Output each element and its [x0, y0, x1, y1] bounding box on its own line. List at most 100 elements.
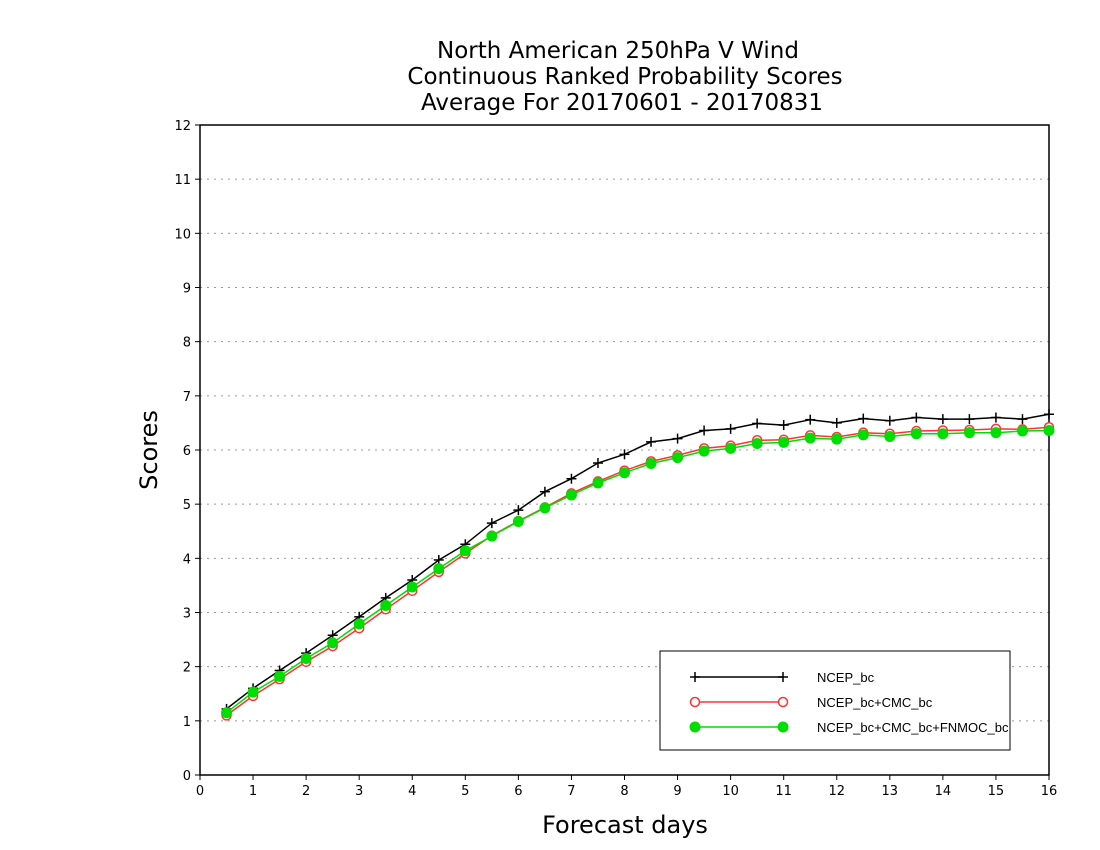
- series-2-point-26: [910, 428, 922, 440]
- x-tick-label-15: 15: [988, 784, 1005, 799]
- series-0-point-11: [513, 505, 524, 516]
- x-tick-label-10: 10: [722, 784, 739, 799]
- series-0-point-19: [725, 423, 736, 434]
- series-0-point-13: [566, 473, 577, 484]
- legend-marker-right-0: [778, 672, 788, 682]
- x-tick-label-2: 2: [302, 784, 310, 799]
- x-tick-label-6: 6: [514, 784, 522, 799]
- series-2-point-12: [539, 502, 551, 514]
- series-2-point-4: [327, 637, 339, 649]
- y-tick-label-1: 1: [183, 715, 191, 730]
- legend-item-2: NCEP_bc+CMC_bc+FNMOC_bc: [689, 720, 1009, 735]
- y-tick-label-10: 10: [174, 227, 191, 242]
- legend-marker-left-2: [689, 721, 701, 733]
- y-tick-label-0: 0: [183, 769, 191, 784]
- y-tick-label-9: 9: [183, 282, 191, 297]
- series-2: [221, 425, 1055, 719]
- x-tick-label-14: 14: [935, 784, 952, 799]
- y-tick-label-12: 12: [174, 119, 191, 134]
- series-0-point-28: [964, 414, 975, 425]
- x-tick-label-13: 13: [882, 784, 899, 799]
- x-tick-label-1: 1: [249, 784, 257, 799]
- series-0-point-25: [884, 415, 895, 426]
- series-2-point-16: [645, 458, 657, 470]
- series-2-point-13: [565, 489, 577, 501]
- series-2-point-17: [672, 452, 684, 464]
- series-0-point-29: [990, 412, 1001, 423]
- y-tick-label-2: 2: [183, 661, 191, 676]
- series-0-point-16: [646, 436, 657, 447]
- y-tick-label-8: 8: [183, 336, 191, 351]
- legend-item-0: NCEP_bc: [690, 670, 875, 685]
- series-0-point-24: [858, 413, 869, 424]
- x-tick-label-4: 4: [408, 784, 416, 799]
- x-axis-title: Forecast days: [542, 811, 708, 839]
- series-0-point-27: [937, 414, 948, 425]
- x-tick-label-8: 8: [620, 784, 628, 799]
- x-tick-label-12: 12: [828, 784, 845, 799]
- series-2-point-9: [459, 545, 471, 557]
- series-0-point-20: [752, 418, 763, 429]
- legend-marker-left-0: [690, 672, 700, 682]
- series-2-point-20: [751, 438, 763, 449]
- legend: NCEP_bc NCEP_bc+CMC_bc NCEP_bc+CMC_bc+FNMO…: [659, 650, 1011, 751]
- x-tick-label-3: 3: [355, 784, 363, 799]
- series-2-point-30: [1016, 425, 1028, 437]
- series-0-point-12: [539, 486, 550, 497]
- series-0-point-10: [486, 518, 497, 529]
- x-tick-label-7: 7: [567, 784, 575, 799]
- x-tick-label-11: 11: [775, 784, 792, 799]
- series-2-point-7: [406, 581, 418, 593]
- legend-label-1: NCEP_bc+CMC_bc: [817, 695, 933, 710]
- series-0-point-22: [805, 414, 816, 425]
- series-2-point-18: [698, 445, 710, 457]
- y-tick-label-6: 6: [183, 444, 191, 459]
- series-2-point-29: [990, 427, 1002, 439]
- title-line-1: North American 250hPa V Wind: [437, 38, 799, 64]
- series-0-point-26: [911, 412, 922, 423]
- series-0: [221, 409, 1054, 714]
- series-2-point-2: [274, 670, 286, 682]
- series-2-point-6: [380, 599, 392, 611]
- x-tick-label-9: 9: [673, 784, 681, 799]
- series-0-point-17: [672, 433, 683, 444]
- x-tick-label-5: 5: [461, 784, 469, 799]
- series-0-point-30: [1017, 414, 1028, 425]
- series-2-point-19: [725, 442, 737, 454]
- series-2-point-15: [619, 467, 630, 479]
- legend-marker-left-1: [689, 696, 701, 708]
- legend-box: [659, 650, 1011, 751]
- series-2-point-27: [937, 428, 949, 440]
- legend-marker-right-1: [777, 696, 789, 708]
- series-2-point-24: [857, 429, 869, 441]
- series-0-point-18: [699, 425, 710, 436]
- series-2-point-25: [884, 430, 896, 442]
- series-2-point-31: [1043, 425, 1055, 436]
- y-tick-label-3: 3: [183, 607, 191, 622]
- y-tick-label-4: 4: [183, 552, 191, 567]
- legend-label-2: NCEP_bc+CMC_bc+FNMOC_bc: [817, 720, 1009, 735]
- series-2-point-23: [831, 433, 843, 445]
- series-2-point-11: [512, 516, 524, 527]
- series-2-point-3: [300, 653, 312, 665]
- chart-title: North American 250hPa V Wind Continuous …: [407, 38, 842, 116]
- y-tick-label-5: 5: [183, 498, 191, 513]
- y-tick-label-11: 11: [174, 173, 191, 188]
- series-2-point-0: [221, 707, 233, 719]
- legend-marker-right-2: [777, 721, 789, 733]
- y-axis-title: Scores: [135, 410, 163, 490]
- series-0-point-31: [1044, 409, 1054, 420]
- y-tick-label-7: 7: [183, 390, 191, 405]
- series-0-point-14: [592, 458, 603, 468]
- series-0-point-15: [619, 449, 630, 460]
- legend-label-0: NCEP_bc: [817, 670, 875, 685]
- series-0-point-23: [831, 417, 842, 428]
- x-tick-label-0: 0: [196, 784, 204, 799]
- series-2-point-22: [804, 432, 816, 444]
- series-2-point-28: [963, 427, 975, 439]
- series-2-point-5: [353, 618, 365, 630]
- series-group: [221, 409, 1055, 721]
- series-2-point-8: [433, 563, 445, 575]
